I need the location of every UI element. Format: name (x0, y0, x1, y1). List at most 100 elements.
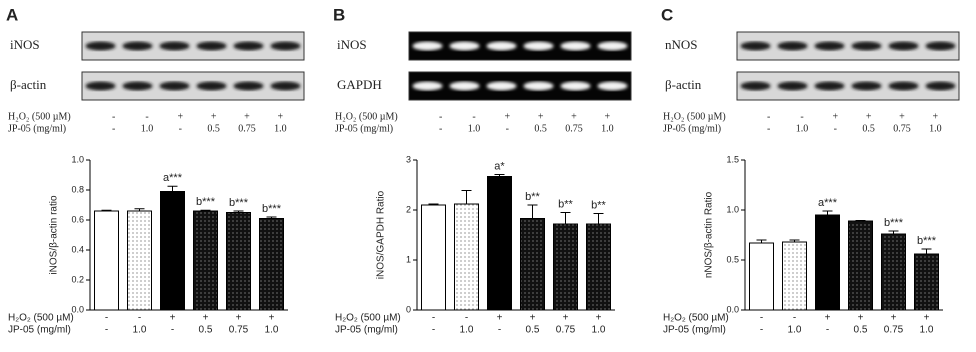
treatment-value: - (472, 111, 475, 122)
bar (586, 223, 611, 311)
bar (815, 214, 840, 311)
treatment-value: 1.0 (592, 325, 606, 336)
error-bar (789, 239, 800, 242)
y-axis-label: iNOS/GAPDH Ratio (376, 190, 387, 279)
treatment-value: 0.75 (884, 325, 904, 336)
bar (127, 210, 152, 311)
significance-label: b** (525, 191, 540, 203)
treatment-value: 1.0 (920, 325, 934, 336)
treatment-value: + (825, 313, 831, 324)
blot-band (270, 81, 301, 91)
blot-frame (81, 71, 305, 101)
blot-label: β-actin (10, 77, 47, 92)
blot-band (814, 81, 845, 91)
treatment-value: - (432, 313, 435, 324)
y-tick-label: 0.0 (726, 304, 739, 314)
blot-band (270, 41, 301, 51)
blot-frame (81, 31, 305, 61)
bar (520, 218, 545, 311)
y-axis-label: iNOS/β-actin ratio (49, 195, 60, 275)
treatment-label: H₂O₂ (500 µM) (663, 111, 726, 122)
significance-label: a*** (163, 172, 183, 184)
treatment-value: 0.75 (229, 325, 249, 336)
treatment-value: + (278, 111, 284, 122)
blot-band (449, 81, 480, 91)
error-bar (134, 208, 145, 211)
error-bar (233, 210, 244, 213)
blot-band (159, 41, 190, 51)
blot-band (122, 41, 153, 51)
treatment-value: + (203, 313, 209, 324)
y-tick-label: 0 (406, 304, 411, 314)
bar (487, 176, 512, 311)
bar (881, 233, 906, 311)
treatment-value: + (933, 111, 939, 122)
treatment-value: + (605, 111, 611, 122)
treatment-label: H₂O₂ (500 µM) (8, 111, 71, 122)
bar (914, 253, 939, 311)
blot-band (85, 81, 116, 91)
blot-label: iNOS (337, 37, 367, 52)
treatment-value: - (112, 123, 115, 134)
blot-band (777, 81, 808, 91)
blot-band (851, 41, 882, 51)
treatment-value: 0.75 (893, 123, 911, 134)
blot-band (233, 81, 264, 91)
treatment-label: H₂O₂ (500 µM) (8, 313, 74, 324)
significance-label: b** (558, 198, 573, 210)
error-bar (888, 230, 899, 234)
bar (454, 203, 479, 311)
y-tick-label: 2 (406, 204, 411, 214)
treatment-label: JP-05 (mg/ml) (335, 325, 398, 336)
treatment-value: 0.75 (238, 123, 256, 134)
treatment-value: - (767, 111, 770, 122)
bar (749, 242, 774, 311)
treatment-value: + (211, 111, 217, 122)
treatment-value: 0.75 (565, 123, 583, 134)
blot-band (196, 81, 227, 91)
treatment-label: H₂O₂ (500 µM) (335, 313, 401, 324)
treatment-value: + (899, 111, 905, 122)
treatment-value: + (269, 313, 275, 324)
treatment-value: + (170, 313, 176, 324)
treatment-value: 1.0 (133, 325, 147, 336)
blot-label: nNOS (665, 37, 698, 52)
treatment-value: + (866, 111, 872, 122)
bar (553, 223, 578, 311)
blot-band (523, 81, 554, 91)
treatment-value: + (178, 111, 184, 122)
blot-band (814, 41, 845, 51)
y-tick-label: 0.4 (71, 244, 84, 254)
error-bar (921, 248, 932, 254)
treatment-value: - (506, 123, 509, 134)
significance-label: b*** (884, 217, 904, 229)
treatment-value: + (924, 313, 930, 324)
treatment-value: 1.0 (468, 123, 481, 134)
treatment-value: - (793, 313, 796, 324)
blot-label: β-actin (665, 77, 702, 92)
blot-band (486, 81, 517, 91)
treatment-value: - (138, 313, 141, 324)
blot-band (740, 81, 771, 91)
blot-band (777, 41, 808, 51)
error-bar (822, 210, 833, 215)
blot-frame (736, 31, 960, 61)
treatment-value: - (760, 325, 763, 336)
bar (782, 241, 807, 311)
treatment-value: - (179, 123, 182, 134)
treatment-value: - (465, 313, 468, 324)
bar (94, 210, 119, 311)
bar (226, 212, 251, 311)
y-tick-label: 1.0 (71, 154, 84, 164)
y-tick-label: 0.2 (71, 274, 84, 284)
blot-band (233, 41, 264, 51)
panel-letter: B (333, 5, 345, 24)
blot-band (523, 41, 554, 51)
blot-band (925, 81, 956, 91)
error-bar (855, 220, 866, 221)
significance-label: b** (591, 199, 606, 211)
treatment-label: H₂O₂ (500 µM) (663, 313, 729, 324)
treatment-value: + (571, 111, 577, 122)
treatment-value: 0.5 (534, 123, 547, 134)
